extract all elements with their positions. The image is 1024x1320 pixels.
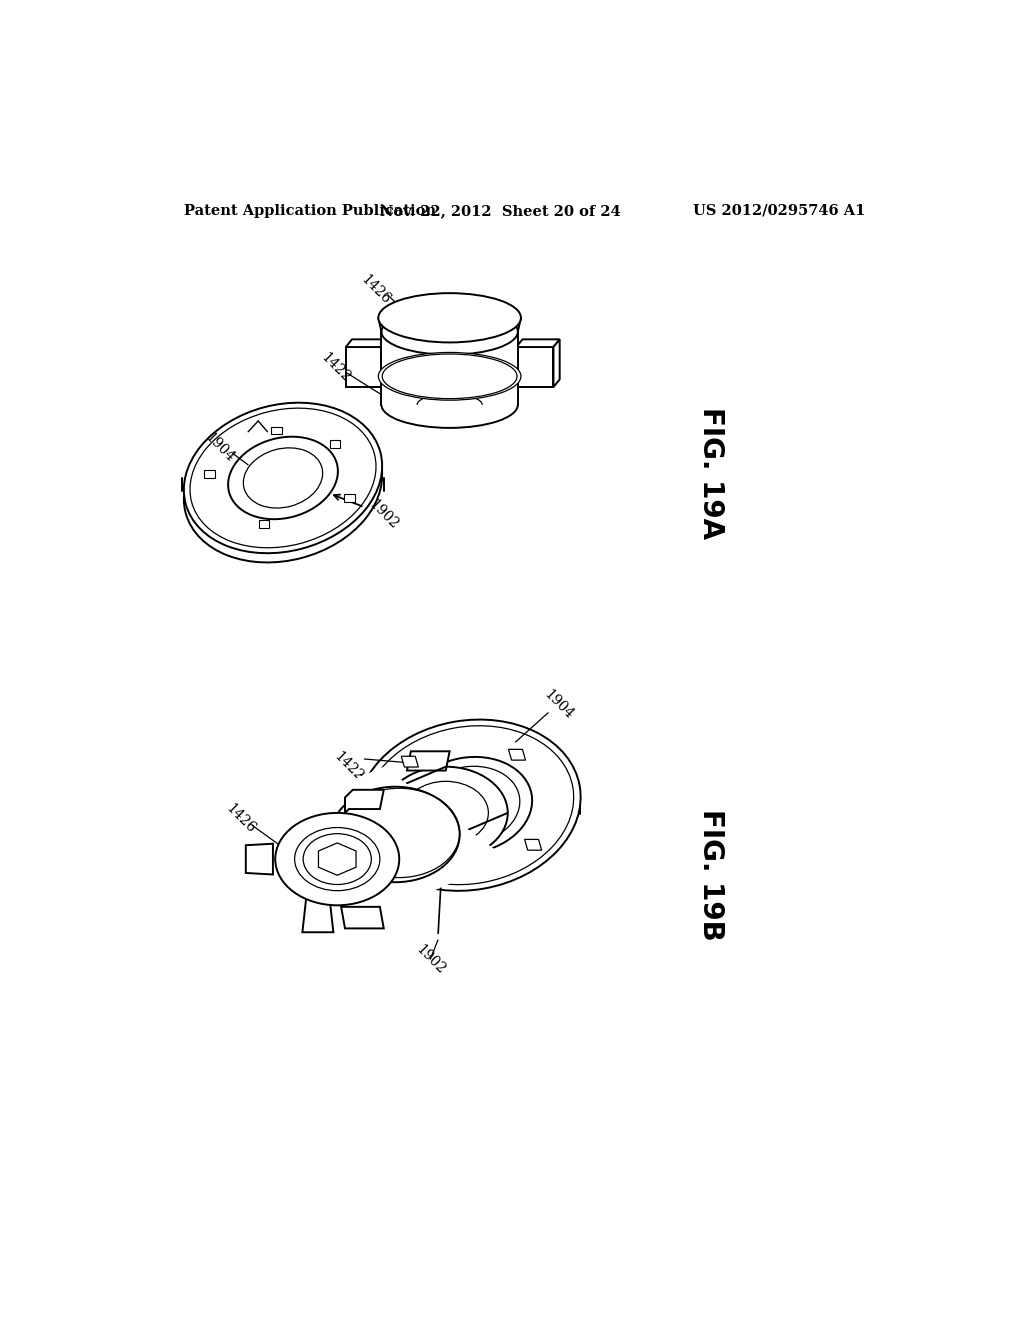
Ellipse shape [275,813,399,906]
Polygon shape [258,520,269,528]
Text: FIG. 19A: FIG. 19A [697,408,725,540]
Text: 1422: 1422 [318,350,353,385]
Polygon shape [554,339,560,387]
Polygon shape [381,331,518,405]
Polygon shape [345,789,384,813]
Ellipse shape [378,352,521,400]
Polygon shape [509,750,525,760]
Polygon shape [318,843,356,875]
Ellipse shape [357,719,581,891]
Text: 1426: 1426 [358,272,393,306]
Text: 1426: 1426 [223,801,258,837]
Text: 1902: 1902 [367,496,401,532]
Polygon shape [344,494,355,502]
Text: US 2012/0295746 A1: US 2012/0295746 A1 [693,203,866,218]
Polygon shape [401,756,419,767]
Ellipse shape [406,756,532,854]
Text: 1904: 1904 [541,688,575,722]
Ellipse shape [417,321,482,342]
Ellipse shape [382,354,517,399]
Ellipse shape [403,781,488,845]
Polygon shape [407,855,450,874]
Text: FIG. 19B: FIG. 19B [697,809,725,941]
Text: 1422: 1422 [332,750,367,784]
Polygon shape [346,347,383,387]
Ellipse shape [184,403,382,553]
Ellipse shape [190,408,376,548]
Polygon shape [524,840,542,850]
Polygon shape [346,339,389,347]
Polygon shape [516,339,560,347]
Polygon shape [407,751,450,771]
Ellipse shape [244,447,323,508]
Text: 1902: 1902 [413,942,447,977]
Ellipse shape [184,412,382,562]
Polygon shape [356,801,582,812]
Polygon shape [204,470,215,478]
Polygon shape [516,347,554,387]
Polygon shape [271,426,282,434]
Ellipse shape [381,381,518,428]
Ellipse shape [228,437,338,519]
Polygon shape [401,843,419,854]
Ellipse shape [295,828,380,891]
Polygon shape [383,339,389,387]
Ellipse shape [418,767,520,843]
Text: Nov. 22, 2012  Sheet 20 of 24: Nov. 22, 2012 Sheet 20 of 24 [380,203,621,218]
Polygon shape [302,898,334,932]
Polygon shape [246,843,273,874]
Ellipse shape [365,726,573,884]
Ellipse shape [303,834,372,884]
Text: Patent Application Publication: Patent Application Publication [183,203,436,218]
Ellipse shape [384,767,508,859]
Ellipse shape [378,293,521,342]
Text: 1904: 1904 [202,430,237,465]
Polygon shape [275,767,508,906]
Polygon shape [330,441,341,447]
Polygon shape [341,907,384,928]
Ellipse shape [381,309,518,355]
